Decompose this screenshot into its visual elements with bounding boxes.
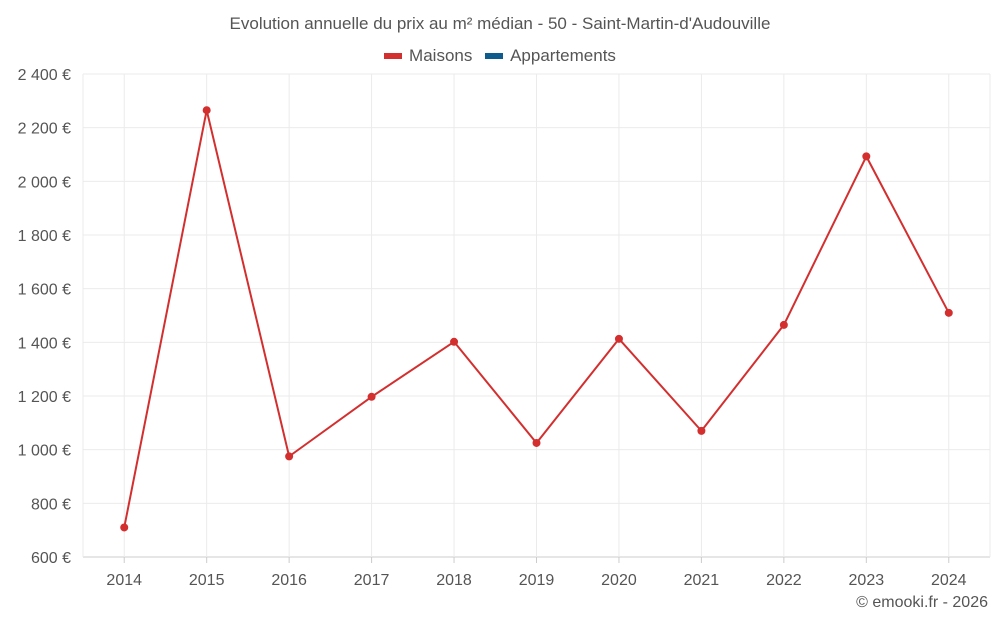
- data-point-maisons-2024: [944, 308, 953, 317]
- y-tick-label: 1 200 €: [18, 389, 71, 406]
- y-tick-label: 2 400 €: [18, 67, 71, 84]
- x-tick-label: 2021: [684, 572, 720, 589]
- y-tick-label: 1 800 €: [18, 228, 71, 245]
- x-tick-label: 2020: [601, 572, 637, 589]
- data-point-maisons-2023: [862, 152, 871, 161]
- x-tick-label: 2016: [271, 572, 307, 589]
- y-tick-label: 600 €: [31, 550, 71, 567]
- legend-swatch-appartements: [485, 53, 504, 59]
- legend-label-appartements: Appartements: [510, 46, 616, 65]
- x-tick-label: 2018: [436, 572, 472, 589]
- data-point-maisons-2021: [697, 426, 706, 435]
- y-tick-label: 1 400 €: [18, 335, 71, 352]
- x-tick-label: 2014: [106, 572, 142, 589]
- data-point-maisons-2022: [779, 320, 788, 329]
- data-point-maisons-2019: [532, 438, 541, 447]
- legend-item-appartements[interactable]: Appartements: [485, 46, 616, 66]
- legend-swatch-maisons: [384, 53, 403, 59]
- y-tick-label: 2 200 €: [18, 121, 71, 138]
- data-point-maisons-2014: [120, 523, 129, 532]
- legend: Maisons Appartements: [0, 44, 1000, 66]
- x-tick-label: 2019: [519, 572, 555, 589]
- y-tick-label: 1 600 €: [18, 282, 71, 299]
- y-tick-label: 1 000 €: [18, 443, 71, 460]
- data-point-maisons-2018: [450, 337, 459, 346]
- y-tick-label: 800 €: [31, 496, 71, 513]
- chart-title: Evolution annuelle du prix au m² médian …: [229, 14, 771, 33]
- legend-item-maisons[interactable]: Maisons: [384, 46, 472, 66]
- x-tick-label: 2017: [354, 572, 390, 589]
- credit: © emooki.fr - 2026: [856, 594, 988, 611]
- x-tick-label: 2022: [766, 572, 802, 589]
- legend-label-maisons: Maisons: [409, 46, 473, 65]
- data-point-maisons-2016: [285, 452, 294, 461]
- x-tick-label: 2024: [931, 572, 967, 589]
- x-tick-label: 2015: [189, 572, 225, 589]
- data-point-maisons-2020: [614, 334, 623, 343]
- y-tick-label: 2 000 €: [18, 174, 71, 191]
- x-tick-label: 2023: [849, 572, 885, 589]
- data-point-maisons-2015: [202, 106, 211, 115]
- data-point-maisons-2017: [367, 392, 376, 401]
